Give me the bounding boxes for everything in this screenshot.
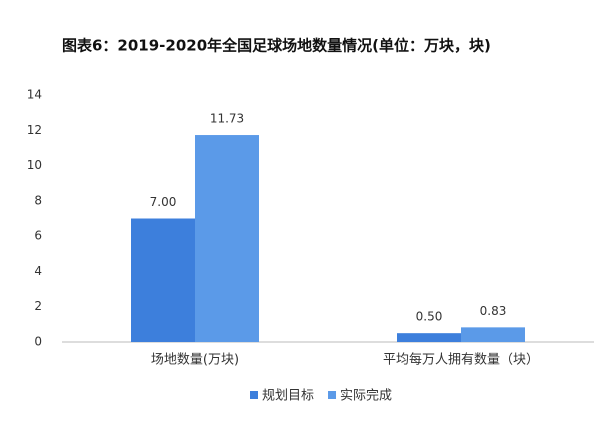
y-tick-label: 12 [27, 123, 42, 137]
y-tick-label: 6 [34, 229, 42, 243]
bar [195, 135, 259, 342]
legend-label: 规划目标 [262, 389, 314, 404]
y-tick-label: 2 [34, 299, 42, 313]
x-tick-label: 场地数量(万块) [151, 353, 239, 368]
legend-swatch [328, 391, 337, 399]
y-tick-label: 8 [34, 193, 42, 207]
chart-title: 图表6：2019-2020年全国足球场地数量情况(单位：万块，块) [62, 37, 491, 55]
legend-label: 实际完成 [340, 389, 392, 404]
y-tick-label: 14 [27, 88, 42, 102]
value-label: 0.83 [480, 304, 507, 318]
bar [397, 333, 461, 342]
bar [461, 327, 525, 342]
legend-swatch [250, 391, 258, 399]
x-tick-label: 平均每万人拥有数量（块） [383, 352, 539, 368]
value-label: 0.50 [416, 310, 443, 324]
y-tick-label: 0 [34, 335, 42, 349]
value-label: 7.00 [150, 195, 177, 209]
y-tick-label: 4 [34, 264, 42, 278]
bar [131, 218, 195, 342]
value-label: 11.73 [210, 112, 244, 126]
y-tick-label: 10 [27, 158, 42, 172]
